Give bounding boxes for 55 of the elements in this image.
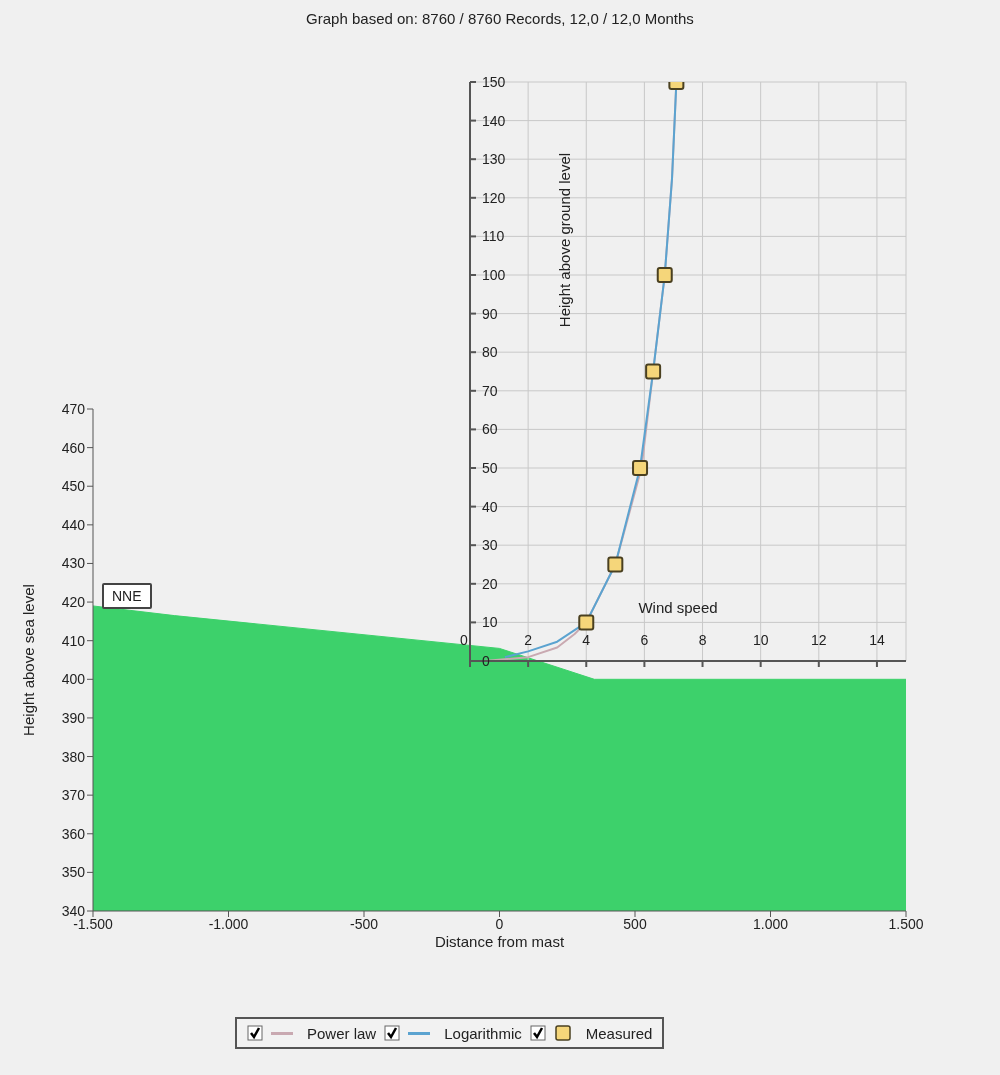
x-tick-label: 500 [623,915,647,932]
x-tick-label: 1.500 [888,915,924,932]
y-tick-label: 470 [61,400,86,417]
y-tick-label: 360 [61,825,86,842]
y-tick-label: 420 [61,594,86,611]
chart-title: Graph based on: 8760 / 8760 Records, 12,0 / 12,0 Months [305,10,695,27]
x-tick-label: 1.000 [752,915,789,932]
y-tick-label: 100 [482,266,506,283]
y-tick-label: 430 [61,555,86,572]
x-axis-title: Wind speed [638,599,718,616]
legend-label: Measured [585,1024,653,1042]
y-tick-label: 50 [482,459,498,476]
point [656,267,673,283]
point [632,460,649,476]
annotation: NNE [102,583,152,609]
legend-label: Logarithmic [444,1024,522,1042]
x-tick-label: 8 [698,632,707,648]
y-tick-label: 80 [482,344,498,361]
x-tick-label: 0 [460,632,469,648]
y-tick-label: 440 [61,516,86,533]
x-tick-label: 2 [524,632,533,648]
y-tick-label: 380 [61,748,86,765]
y-tick-label: 130 [482,151,506,168]
y-axis-title: Height above ground level [556,152,573,328]
y-tick-label: 140 [482,112,506,129]
x-tick-label: -1.000 [208,915,249,932]
y-tick-label: 110 [482,228,505,245]
x-tick-label: 10 [752,632,769,648]
y-tick-label: 10 [482,614,498,631]
y-axis-title: Height above sea level [20,584,38,736]
y-tick-label: 400 [61,671,86,688]
x-tick-label: 6 [640,632,649,648]
x-tick-label: 14 [869,632,885,648]
y-tick-label: 70 [482,382,498,399]
y-tick-label: 60 [482,421,498,438]
point [607,556,624,573]
legend-label: Power law [307,1024,377,1042]
y-tick-label: 460 [61,439,86,456]
x-tick-label: -500 [349,915,379,932]
y-tick-label: 390 [61,709,86,726]
y-tick-label: 90 [482,305,498,322]
y-tick-label: 20 [482,575,498,592]
y-tick-label: 120 [482,189,506,206]
y-tick-label: 350 [61,864,86,881]
y-tick-label: 450 [61,478,86,495]
y-tick-label: 370 [61,787,86,804]
y-tick-label: 150 [482,73,506,90]
point [578,614,595,631]
x-axis-title: Distance from mast [434,933,565,950]
y-tick-label: 30 [482,537,498,554]
point [645,363,662,380]
y-tick-label: 410 [61,632,86,649]
x-tick-label: 4 [582,632,591,648]
y-tick-label: 40 [482,498,498,515]
x-tick-label: 12 [811,632,827,648]
